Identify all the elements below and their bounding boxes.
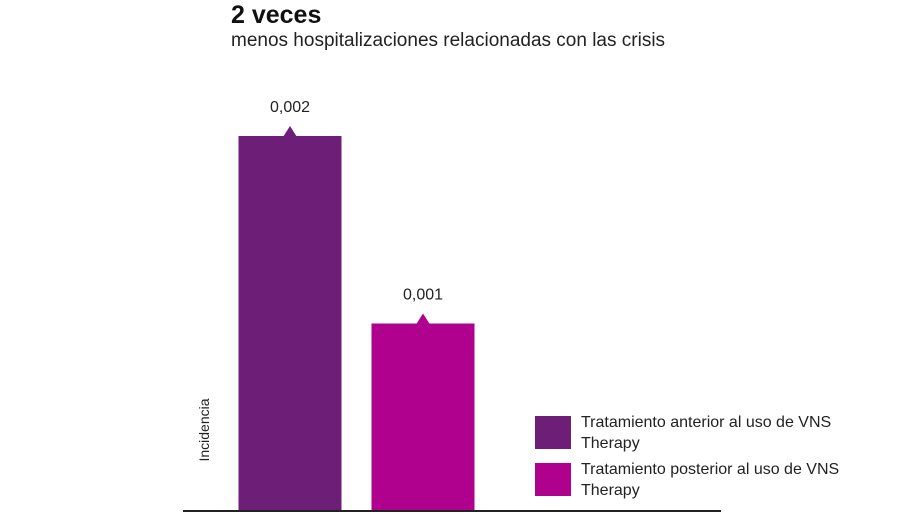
bar-after <box>371 323 475 511</box>
bar-pointer-after <box>416 313 430 325</box>
chart-subtitle: menos hospitalizaciones relacionadas con… <box>231 30 666 51</box>
bar-pointer-before <box>283 126 297 137</box>
legend-item-after: Tratamiento posterior al uso de VNS Ther… <box>535 459 865 501</box>
legend-swatch-after <box>535 463 571 496</box>
legend-label-after: Tratamiento posterior al uso de VNS Ther… <box>581 461 840 499</box>
legend-swatch-before <box>535 416 571 449</box>
legend: Tratamiento anterior al uso de VNS Thera… <box>535 412 865 506</box>
legend-item-before: Tratamiento anterior al uso de VNS Thera… <box>535 412 865 454</box>
bar-before <box>238 136 342 511</box>
legend-label-before: Tratamiento anterior al uso de VNS Thera… <box>581 414 832 452</box>
data-label-after: 0,001 <box>403 287 443 304</box>
data-label-before: 0,002 <box>270 99 310 116</box>
chart-title: 2 veces <box>231 1 322 29</box>
y-axis-label: Incidencia <box>196 398 212 462</box>
